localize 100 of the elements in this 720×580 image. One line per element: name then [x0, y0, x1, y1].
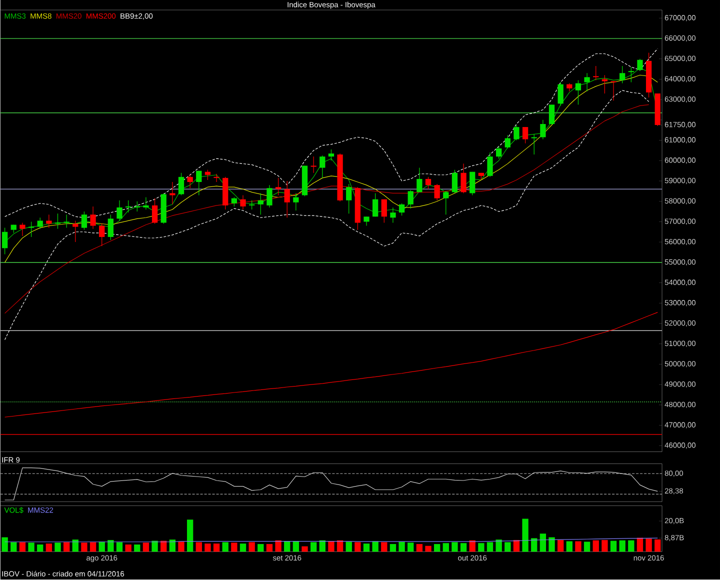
bar — [531, 538, 538, 552]
bar — [116, 542, 123, 552]
candlestick — [90, 206, 96, 230]
candlestick — [628, 66, 634, 83]
bar — [592, 540, 599, 552]
candlestick — [258, 193, 264, 216]
candlestick — [214, 174, 220, 182]
candlestick — [602, 74, 608, 94]
bar — [204, 544, 211, 552]
bar — [319, 540, 326, 552]
candlestick — [28, 222, 34, 238]
candlestick — [72, 220, 78, 243]
candlestick — [443, 191, 449, 216]
candlestick — [170, 182, 176, 205]
candlestick — [496, 146, 502, 160]
candlestick — [99, 224, 105, 247]
candlestick — [372, 193, 378, 218]
bar — [513, 540, 520, 552]
candlestick — [81, 211, 88, 230]
bar — [584, 542, 590, 552]
bar — [19, 542, 26, 552]
candlestick — [134, 201, 140, 212]
bar — [258, 544, 264, 552]
candlestick — [54, 213, 61, 230]
candlestick — [275, 178, 282, 196]
candlestick — [425, 176, 432, 190]
bar — [213, 544, 220, 552]
candlestick — [390, 207, 396, 224]
bar — [81, 542, 88, 552]
bar — [486, 542, 494, 552]
bar — [328, 541, 334, 552]
candlestick — [108, 214, 114, 240]
candlestick — [152, 198, 158, 224]
candlestick — [593, 66, 599, 81]
bar — [284, 541, 290, 552]
candlestick — [37, 217, 43, 230]
bar — [310, 542, 317, 552]
bar — [434, 544, 440, 552]
bar — [108, 540, 114, 552]
candlestick — [548, 104, 555, 126]
bar — [125, 544, 132, 552]
bar — [28, 542, 34, 552]
bar — [540, 534, 546, 552]
bar — [452, 542, 458, 552]
candlestick — [20, 222, 26, 236]
candlestick — [416, 168, 422, 193]
bar — [54, 542, 61, 552]
bar — [72, 540, 78, 552]
candlestick — [125, 200, 132, 213]
bar — [478, 543, 484, 552]
bar — [619, 540, 626, 552]
candlestick — [320, 155, 326, 178]
candlestick — [531, 134, 537, 155]
bar — [266, 544, 273, 552]
candlestick — [434, 184, 440, 201]
bar — [63, 542, 70, 552]
bar — [134, 544, 140, 552]
bar — [169, 540, 176, 552]
bar — [610, 540, 617, 552]
candlestick — [398, 203, 405, 216]
bar — [186, 520, 194, 552]
candlestick — [620, 66, 626, 84]
bar — [628, 540, 634, 552]
candlestick — [610, 81, 616, 102]
candlestick — [558, 82, 564, 106]
bar — [336, 540, 344, 552]
bar — [602, 540, 608, 552]
bar — [654, 540, 661, 552]
bar — [504, 542, 511, 552]
bar — [248, 542, 255, 552]
candlestick — [249, 200, 255, 210]
candlestick — [328, 149, 334, 162]
candlestick — [116, 200, 122, 222]
bar — [575, 541, 582, 552]
candlestick — [452, 170, 458, 194]
bar — [178, 542, 184, 552]
bar — [363, 544, 370, 552]
candlestick — [204, 170, 211, 180]
candlestick — [310, 156, 316, 174]
candlestick — [575, 80, 582, 106]
bar — [460, 543, 467, 552]
bar — [566, 541, 572, 552]
bar — [98, 542, 105, 552]
candlestick — [231, 197, 237, 207]
candlestick — [470, 172, 476, 196]
candlestick — [540, 120, 546, 140]
bar — [302, 546, 308, 552]
bar — [496, 540, 502, 552]
candlestick — [187, 174, 193, 189]
candlestick — [64, 214, 70, 228]
bar — [10, 542, 17, 552]
candlestick — [504, 135, 510, 149]
bar — [557, 540, 564, 552]
bar — [152, 540, 158, 552]
bar — [90, 542, 96, 552]
bar — [142, 542, 150, 552]
bar — [222, 542, 228, 552]
candlestick — [2, 228, 8, 255]
candlestick — [408, 190, 414, 209]
candlestick — [266, 184, 272, 208]
